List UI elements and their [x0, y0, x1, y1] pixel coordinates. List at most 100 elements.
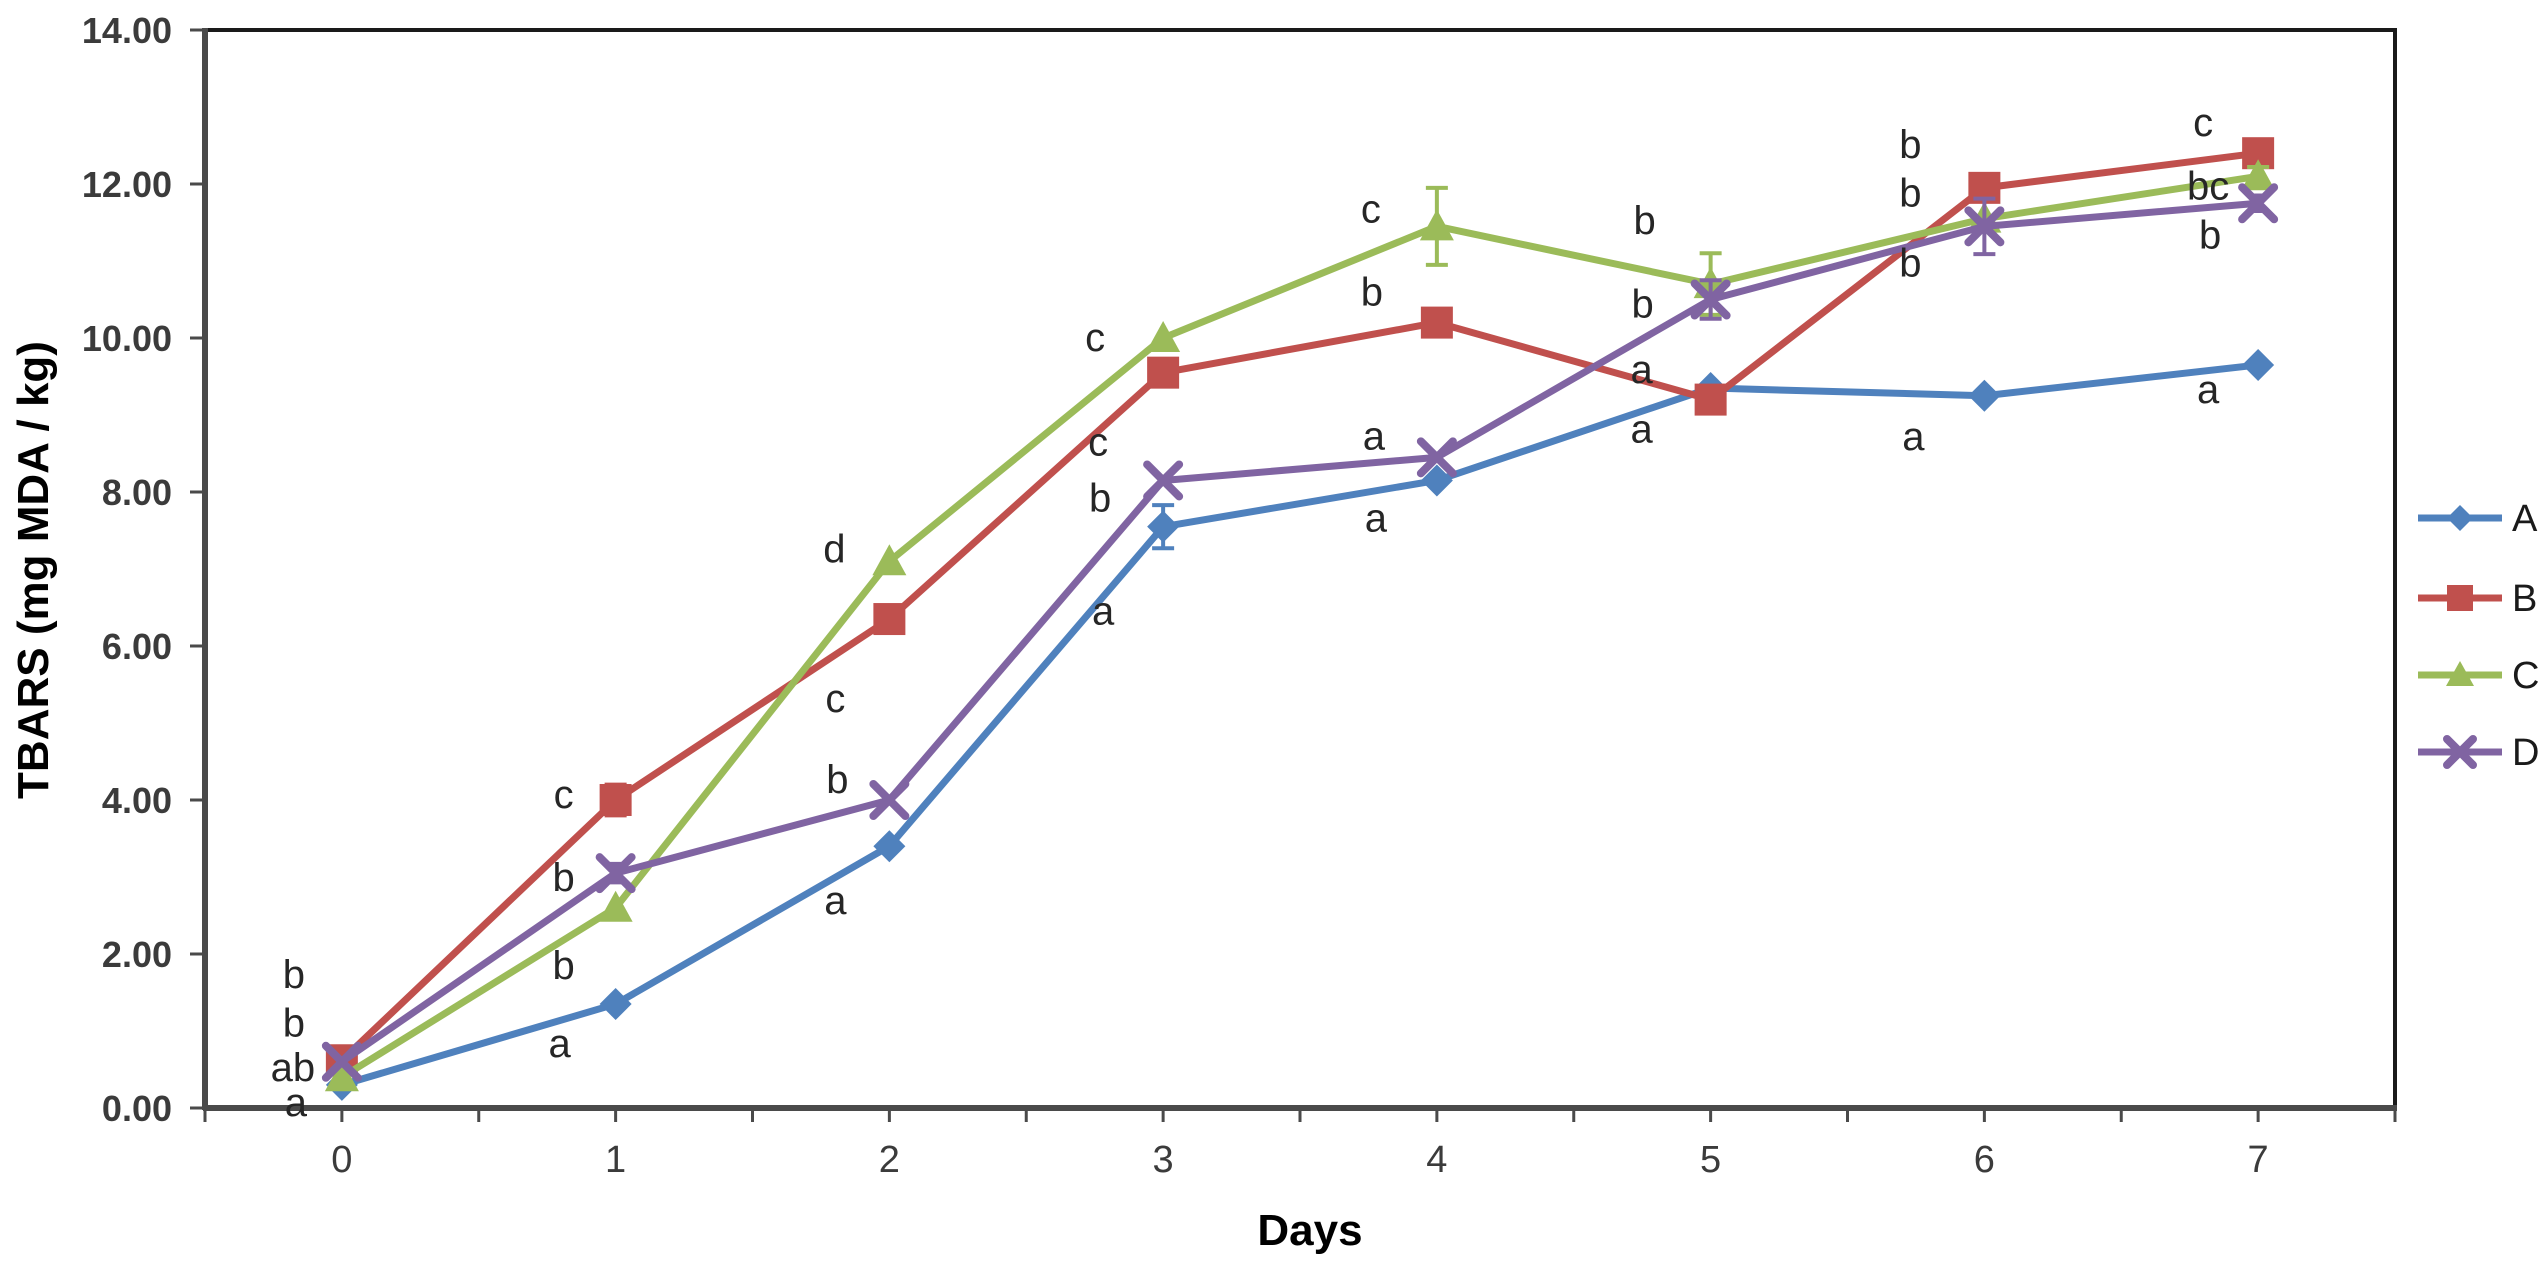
- sig-letter-D-day7: b: [2199, 213, 2221, 257]
- legend-item-B: B: [2418, 578, 2537, 620]
- plot-border: [203, 28, 2397, 1110]
- marker-B-day1: [599, 784, 632, 816]
- sig-letter-B-day2: c: [825, 677, 845, 721]
- x-tick-label: 1: [605, 1139, 626, 1181]
- sig-letter-B-day6: b: [1899, 123, 1921, 167]
- sig-letter-A-day7: a: [2197, 368, 2220, 412]
- series-line-A: [338, 361, 2262, 1089]
- legend-label-B: B: [2512, 578, 2537, 620]
- legend-marker-D: [2443, 735, 2477, 769]
- sig-letter-A-day3: a: [1092, 590, 1115, 634]
- sig-letter-B-day5: a: [1631, 408, 1654, 452]
- legend-item-A: A: [2418, 498, 2538, 540]
- sig-letter-C-day2: d: [823, 527, 845, 571]
- marker-B-day3: [1147, 356, 1180, 389]
- sig-letter-B-day7: c: [2193, 101, 2213, 145]
- sig-letter-B-day0: b: [283, 1001, 305, 1045]
- marker-D-day1: [595, 853, 636, 894]
- sig-letter-C-day7: bc: [2187, 164, 2229, 208]
- legend-label-C: C: [2512, 655, 2539, 697]
- marker-B-day2: [873, 603, 906, 636]
- marker-D-day0: [321, 1041, 362, 1082]
- sig-letter-A-day1: a: [549, 1022, 572, 1066]
- sig-letter-A-day5: a: [1631, 348, 1654, 392]
- y-tick-label: 6.00: [102, 626, 172, 667]
- y-tick-label: 2.00: [102, 934, 172, 975]
- marker-D-day5: [1690, 279, 1731, 320]
- legend-marker-B: [2447, 585, 2473, 611]
- axis-titles: TBARS (mg MDA / kg) Days: [9, 341, 1363, 1255]
- series-line-B: [338, 149, 2262, 1064]
- y-tick-label: 10.00: [82, 318, 172, 359]
- marker-C-day3: [1146, 321, 1181, 352]
- marker-B-day5: [1694, 383, 1727, 416]
- x-tick-label: 7: [2248, 1139, 2269, 1181]
- marker-A-day7: [2242, 348, 2275, 381]
- y-tick-label: 12.00: [82, 164, 172, 205]
- y-tick-label: 14.00: [82, 10, 172, 51]
- sig-letter-C-day5: b: [1634, 199, 1656, 243]
- marker-A-day2: [873, 830, 906, 863]
- marker-D-day2: [869, 780, 910, 820]
- marker-D-day3: [1143, 460, 1184, 501]
- marker-C-day2: [872, 544, 907, 576]
- legend-item-C: C: [2418, 655, 2539, 697]
- marker-B-day4: [1420, 306, 1453, 339]
- x-tick-label: 6: [1974, 1139, 1995, 1181]
- x-tick-label: 3: [1153, 1139, 1174, 1181]
- series-D: [321, 183, 2279, 1082]
- series-line-C: [338, 172, 2262, 1081]
- marker-A-day6: [1968, 379, 2001, 412]
- sig-letter-C-day6: b: [1899, 172, 1921, 216]
- series-line-D: [338, 199, 2262, 1066]
- sig-letter-A-day0: a: [285, 1081, 308, 1125]
- plot-frame: [202, 28, 2397, 1111]
- sig-letter-A-day6: a: [1902, 415, 1925, 459]
- sig-letter-D-day5: b: [1632, 283, 1654, 327]
- y-axis: 0.00 2.00 4.00 6.00 8.00 10.00 12.00 14.00: [82, 10, 205, 1129]
- y-tick-label: 8.00: [102, 472, 172, 513]
- legend-marker-A: [2447, 505, 2473, 531]
- x-tick-label: 2: [879, 1139, 900, 1181]
- x-axis: 0 1 2 3 4 5 6 7: [203, 1108, 2397, 1181]
- marker-C-day4: [1419, 209, 1454, 241]
- sig-letter-C-day1: b: [553, 944, 575, 988]
- x-tick-label: 5: [1700, 1139, 1721, 1181]
- y-axis-title: TBARS (mg MDA / kg): [9, 341, 58, 799]
- sig-letter-A-day4: a: [1365, 496, 1388, 540]
- sig-letter-C-day3: c: [1085, 316, 1105, 360]
- sig-letter-B-day4: b: [1361, 271, 1383, 315]
- sig-letter-C-day4: c: [1361, 187, 1381, 231]
- sig-letter-D-day3: b: [1089, 476, 1111, 520]
- sig-letter-A-day2: a: [824, 879, 847, 923]
- sig-letter-B-day1: c: [554, 773, 574, 817]
- sig-letter-B-day3: c: [1088, 421, 1108, 465]
- x-tick-label: 4: [1426, 1139, 1447, 1181]
- marker-C-day1: [598, 890, 633, 922]
- legend-marker-C: [2446, 661, 2474, 686]
- sig-letter-D-day0: b: [283, 953, 305, 997]
- x-axis-title: Days: [1257, 1206, 1362, 1255]
- sig-letter-D-day1: b: [553, 856, 575, 900]
- marker-A-day4: [1420, 464, 1453, 497]
- marker-A-day3: [1147, 510, 1180, 543]
- legend-label-D: D: [2512, 732, 2539, 774]
- marker-A-day1: [599, 988, 632, 1021]
- x-tick-label: 0: [331, 1139, 352, 1181]
- marker-C-day7: [2241, 159, 2276, 191]
- marker-D-day7: [2238, 183, 2279, 224]
- sig-letter-C-day0: ab: [271, 1046, 316, 1090]
- legend-item-D: D: [2418, 732, 2539, 774]
- y-tick-label: 4.00: [102, 780, 172, 821]
- sig-letter-D-day2: b: [826, 758, 848, 802]
- marker-D-day6: [1964, 206, 2005, 247]
- sig-letter-D-day4: a: [1363, 414, 1386, 458]
- y-tick-label: 0.00: [102, 1088, 172, 1129]
- marker-D-day4: [1416, 437, 1457, 478]
- legend-label-A: A: [2512, 498, 2538, 540]
- marker-C-day0: [324, 1060, 359, 1092]
